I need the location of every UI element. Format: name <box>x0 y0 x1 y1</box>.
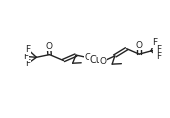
Text: F: F <box>25 45 30 54</box>
Text: F: F <box>23 52 28 61</box>
Text: F: F <box>156 45 161 54</box>
Text: F: F <box>25 59 30 68</box>
Text: O: O <box>85 53 92 62</box>
Text: F: F <box>156 52 161 61</box>
Text: F: F <box>152 38 157 47</box>
Text: O: O <box>136 41 143 50</box>
Text: O: O <box>45 42 52 51</box>
Text: Cu: Cu <box>89 55 103 65</box>
Text: O: O <box>99 57 106 66</box>
